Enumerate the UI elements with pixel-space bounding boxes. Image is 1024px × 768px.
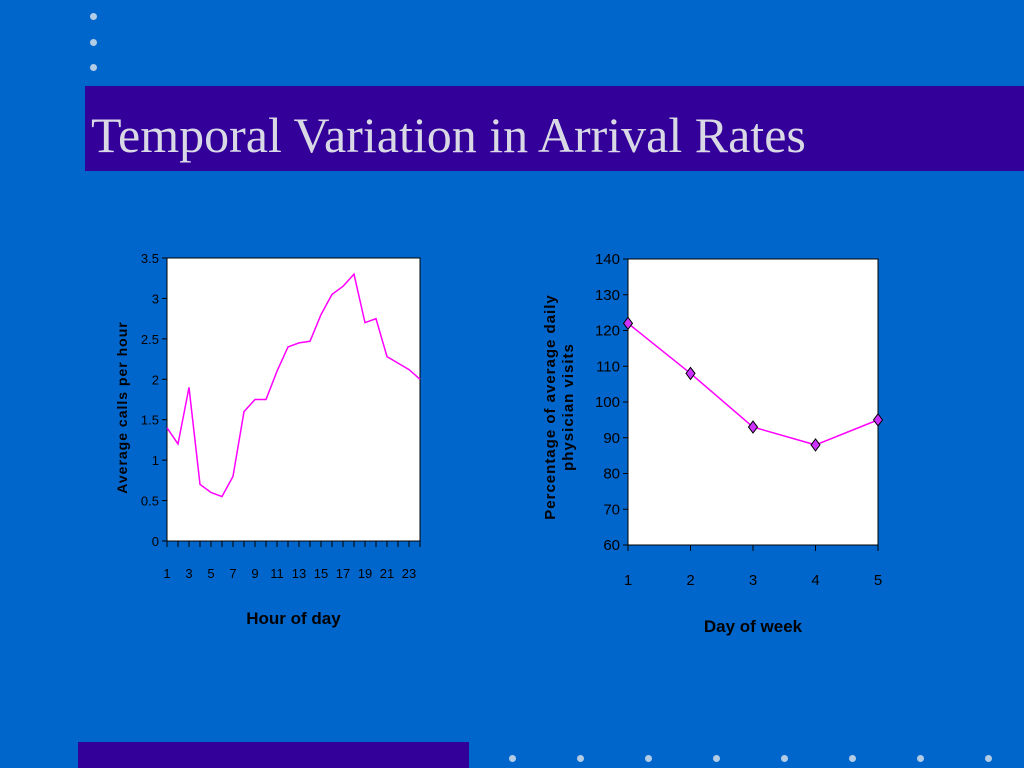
x-tick-label: 5	[207, 566, 214, 581]
y-axis-label: Average calls per hour	[114, 321, 130, 493]
y-tick-label: 90	[603, 430, 620, 447]
data-point-marker	[685, 366, 696, 381]
y-tick-label: 110	[596, 358, 620, 375]
x-tick-label: 19	[358, 566, 372, 581]
y-tick-label: 130	[595, 287, 620, 304]
x-tick-label: 21	[380, 566, 394, 581]
x-tick-label: 2	[686, 572, 694, 589]
y-tick-label: 1	[152, 453, 159, 468]
decorative-dot	[713, 755, 720, 762]
x-tick-label: 11	[270, 566, 284, 581]
slide-title: Temporal Variation in Arrival Rates	[91, 107, 806, 163]
decorative-dot	[90, 64, 97, 71]
x-tick-label: 1	[163, 566, 170, 581]
plot-area	[627, 258, 879, 546]
decorative-dot	[985, 755, 992, 762]
y-tick-label: 0.5	[141, 494, 159, 509]
decorative-dot	[917, 755, 924, 762]
y-axis-label: Percentage of average dailyphysician vis…	[542, 294, 577, 519]
decorative-dot	[90, 39, 97, 46]
y-tick-label: 100	[595, 394, 620, 411]
x-tick-label: 17	[336, 566, 350, 581]
x-tick-label: 1	[624, 572, 632, 589]
x-tick-label: 7	[229, 566, 236, 581]
plot-area	[166, 257, 421, 542]
y-tick-label: 2.5	[141, 332, 159, 347]
x-tick-label: 9	[251, 566, 258, 581]
x-tick-label: 3	[185, 566, 192, 581]
x-axis-label: Day of week	[704, 617, 803, 636]
data-point-marker	[747, 420, 759, 434]
x-tick-label: 23	[402, 566, 416, 581]
x-tick-label: 15	[314, 566, 328, 581]
decorative-dot	[781, 755, 788, 762]
decorative-dot	[90, 13, 97, 20]
y-tick-label: 0	[152, 534, 159, 549]
decorative-dot	[849, 755, 856, 762]
x-tick-label: 3	[749, 572, 757, 589]
y-tick-label: 3.5	[141, 251, 159, 266]
y-tick-label: 3	[152, 291, 159, 306]
y-tick-label: 70	[603, 501, 620, 518]
x-tick-label: 13	[292, 566, 306, 581]
data-point-marker	[872, 413, 884, 427]
y-tick-label: 80	[603, 466, 620, 483]
decorative-dot	[509, 755, 516, 762]
y-tick-label: 60	[603, 537, 620, 554]
x-tick-label: 4	[811, 572, 819, 589]
data-point-marker	[622, 316, 634, 331]
decorative-dot	[577, 755, 584, 762]
y-tick-label: 2	[152, 372, 159, 387]
y-tick-label: 120	[595, 323, 620, 340]
y-tick-label: 1.5	[141, 413, 159, 428]
title-bar: Temporal Variation in Arrival Rates	[85, 86, 1024, 171]
data-point-marker	[810, 438, 821, 452]
y-tick-label: 140	[595, 251, 620, 268]
series-line	[166, 272, 421, 498]
bottom-accent-bar	[78, 742, 469, 768]
decorative-dot	[645, 755, 652, 762]
x-axis-label: Hour of day	[246, 609, 341, 628]
x-tick-label: 5	[874, 572, 882, 589]
